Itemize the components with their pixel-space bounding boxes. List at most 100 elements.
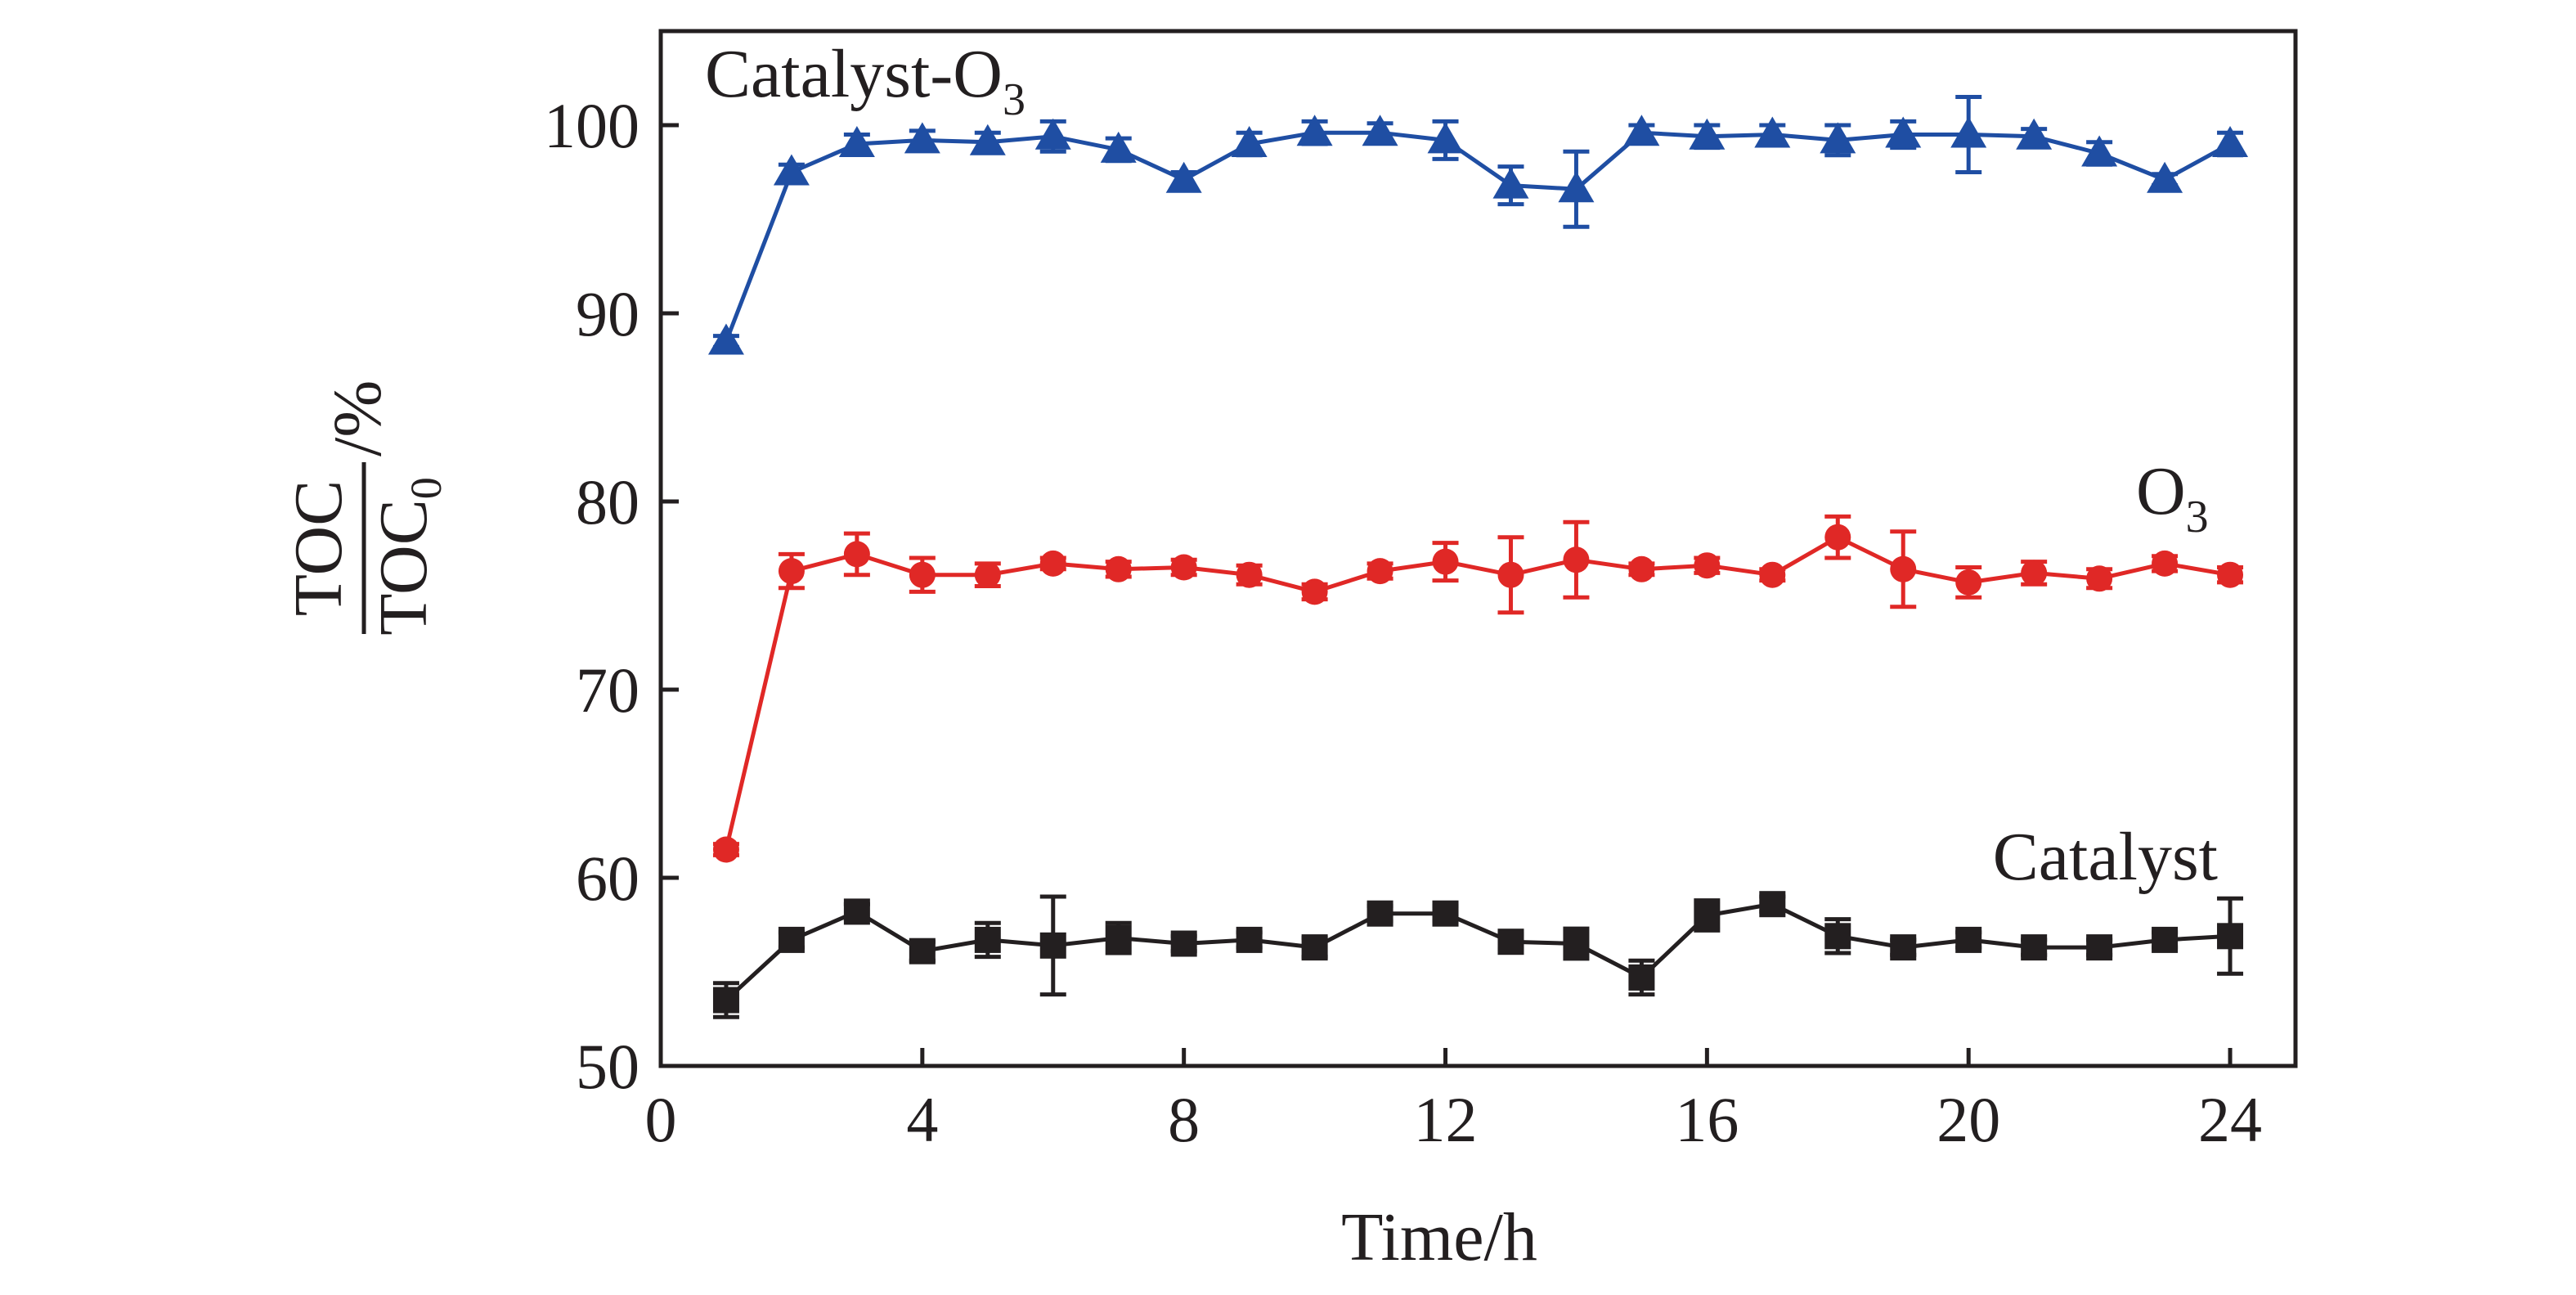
square-marker bbox=[2086, 934, 2113, 961]
series-label: O3 bbox=[2136, 453, 2209, 542]
triangle-marker bbox=[1558, 171, 1595, 203]
triangle-marker bbox=[1885, 116, 1922, 148]
y-tick-label: 90 bbox=[576, 278, 640, 349]
series-line bbox=[724, 535, 2231, 851]
circle-marker bbox=[1170, 554, 1197, 581]
circle-marker bbox=[1824, 524, 1851, 551]
triangle-marker bbox=[2212, 126, 2249, 157]
circle-marker bbox=[1890, 555, 1917, 582]
circle-marker bbox=[1301, 578, 1328, 605]
circle-marker bbox=[1563, 546, 1590, 573]
square-marker bbox=[1367, 900, 1393, 927]
square-marker bbox=[1497, 929, 1524, 956]
circle-marker bbox=[1236, 561, 1263, 588]
plot-frame bbox=[658, 29, 2298, 1068]
square-marker bbox=[712, 987, 739, 1014]
triangle-marker bbox=[838, 126, 875, 157]
triangle-marker bbox=[2147, 161, 2183, 193]
triangle-marker bbox=[1034, 118, 1071, 150]
square-marker bbox=[1105, 924, 1132, 951]
circle-marker bbox=[1039, 550, 1066, 577]
triangle-marker bbox=[1100, 131, 1137, 163]
square-marker bbox=[1432, 900, 1459, 927]
triangle-marker bbox=[904, 122, 940, 154]
square-marker bbox=[778, 926, 805, 953]
square-marker bbox=[1890, 934, 1917, 961]
series-label-text: Catalyst-O bbox=[705, 36, 1003, 112]
square-marker bbox=[1628, 964, 1655, 991]
triangle-marker bbox=[1296, 115, 1333, 146]
triangle-marker bbox=[1950, 116, 1987, 148]
triangle-marker bbox=[1362, 115, 1398, 146]
x-tick-label: 4 bbox=[906, 1084, 938, 1155]
square-marker bbox=[843, 898, 870, 925]
triangle-marker bbox=[1427, 122, 1464, 154]
series-layer bbox=[707, 95, 2249, 1019]
triangle-marker bbox=[2081, 135, 2118, 167]
circle-marker bbox=[974, 561, 1001, 588]
series-circle bbox=[712, 514, 2244, 863]
series-label-subscript: 3 bbox=[1003, 74, 1025, 125]
circle-marker bbox=[843, 541, 870, 568]
square-marker bbox=[1301, 934, 1328, 961]
circle-marker bbox=[2152, 550, 2179, 577]
circle-marker bbox=[2217, 561, 2244, 588]
circle-marker bbox=[909, 561, 936, 588]
circle-marker bbox=[1955, 569, 1982, 596]
y-axis-title-denominator-subscript: 0 bbox=[402, 477, 451, 499]
x-tick-label: 16 bbox=[1675, 1084, 1739, 1155]
x-tick-label: 12 bbox=[1414, 1084, 1478, 1155]
circle-marker bbox=[1105, 555, 1132, 582]
series-square bbox=[712, 891, 2244, 1019]
y-axis-title-unit: /% bbox=[320, 380, 396, 456]
series-label-text: Catalyst bbox=[1993, 819, 2218, 895]
circle-marker bbox=[1759, 561, 1786, 588]
y-axis-title-denominator-text: TOC bbox=[366, 499, 442, 635]
square-marker bbox=[909, 938, 936, 965]
circle-marker bbox=[2021, 560, 2048, 587]
circle-marker bbox=[1628, 555, 1655, 582]
x-tick-label: 8 bbox=[1168, 1084, 1200, 1155]
circle-marker bbox=[1367, 558, 1393, 585]
square-marker bbox=[1759, 891, 1786, 918]
square-marker bbox=[2152, 926, 2179, 953]
y-tick-label: 100 bbox=[544, 90, 640, 161]
series-label: Catalyst bbox=[1993, 819, 2218, 895]
square-marker bbox=[1236, 926, 1263, 953]
y-tick-label: 60 bbox=[576, 843, 640, 914]
circle-marker bbox=[778, 558, 805, 585]
y-tick-label: 80 bbox=[576, 466, 640, 537]
square-marker bbox=[2217, 923, 2244, 950]
series-label-subscript: 3 bbox=[2186, 492, 2209, 542]
triangle-marker bbox=[707, 323, 744, 355]
square-marker bbox=[1170, 930, 1197, 957]
y-axis-title: TOC TOC0 /% bbox=[280, 380, 451, 636]
square-marker bbox=[1824, 923, 1851, 950]
series-line bbox=[724, 130, 2232, 343]
x-tick-label: 20 bbox=[1936, 1084, 2000, 1155]
series-triangle bbox=[707, 95, 2249, 355]
triangle-marker bbox=[1689, 118, 1726, 150]
triangle-marker bbox=[1754, 116, 1791, 148]
x-tick-label: 0 bbox=[645, 1084, 677, 1155]
circle-marker bbox=[1694, 552, 1721, 579]
square-marker bbox=[1955, 926, 1982, 953]
y-axis-ticks: 50 60 70 80 90 100 bbox=[544, 90, 679, 1102]
series-label: Catalyst-O3 bbox=[705, 36, 1025, 125]
triangle-marker bbox=[1165, 161, 1202, 193]
triangle-marker bbox=[1820, 122, 1856, 154]
circle-marker bbox=[1432, 548, 1459, 575]
triangle-marker bbox=[969, 124, 1006, 155]
series-label-text: O bbox=[2136, 453, 2186, 529]
y-tick-label: 50 bbox=[576, 1031, 640, 1102]
circle-marker bbox=[2086, 565, 2113, 592]
y-axis-title-numerator: TOC bbox=[280, 480, 357, 616]
x-tick-label: 24 bbox=[2198, 1084, 2262, 1155]
square-marker bbox=[974, 926, 1001, 953]
triangle-marker bbox=[773, 154, 810, 186]
triangle-marker bbox=[1623, 115, 1660, 146]
triangle-marker bbox=[2016, 118, 2053, 150]
